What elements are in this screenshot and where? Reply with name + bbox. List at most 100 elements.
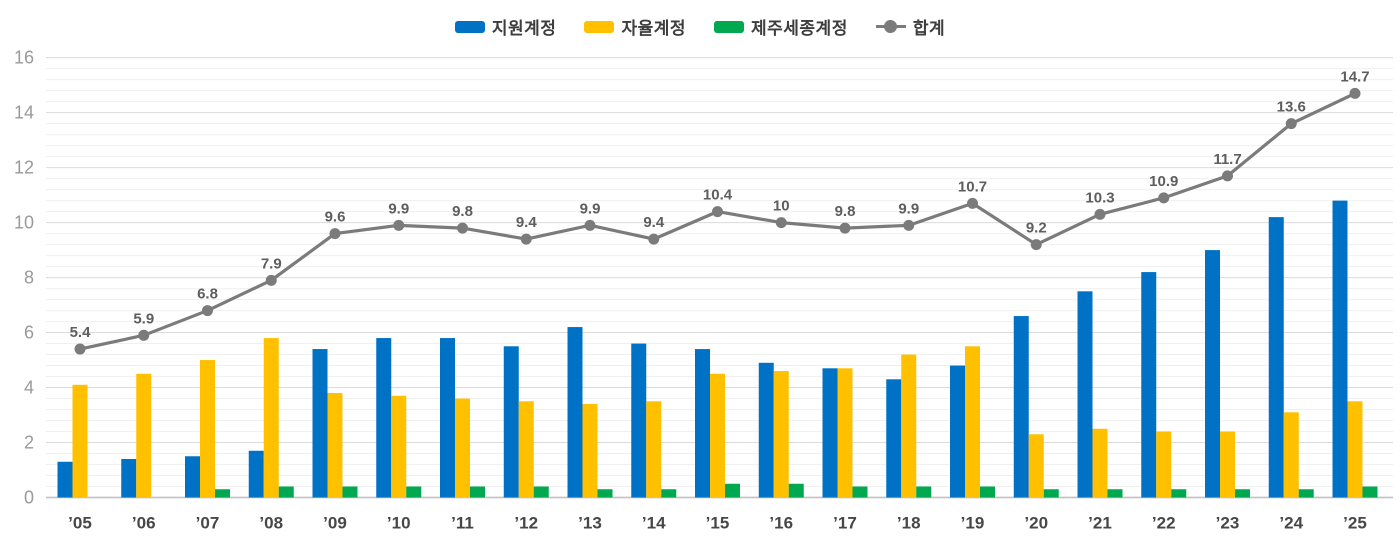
bar-jeju-sejong-account-15 bbox=[725, 483, 740, 498]
bar-autonomous-account-17 bbox=[837, 368, 853, 498]
legend-swatch-support-account bbox=[454, 20, 485, 33]
bar-autonomous-account-12 bbox=[518, 401, 534, 498]
bar-jeju-sejong-account-10 bbox=[406, 486, 422, 498]
total-point-25 bbox=[1349, 87, 1361, 99]
total-point-19 bbox=[967, 197, 978, 209]
total-point-13 bbox=[584, 219, 596, 231]
legend-swatch-autonomous-account bbox=[584, 20, 615, 33]
total-point-24 bbox=[1285, 118, 1297, 130]
total-point-14 bbox=[648, 233, 660, 245]
x-axis-label-05: ’05 bbox=[68, 514, 92, 533]
total-value-label-07: 6.8 bbox=[197, 286, 218, 303]
bar-support-account-12 bbox=[503, 346, 519, 498]
bar-jeju-sejong-account-12 bbox=[533, 486, 549, 498]
x-axis-label-07: ’07 bbox=[196, 514, 220, 533]
bar-autonomous-account-18 bbox=[901, 354, 917, 498]
bar-support-account-16 bbox=[758, 362, 774, 498]
total-value-label-06: 5.9 bbox=[133, 310, 154, 327]
y-axis-tick-label: 4 bbox=[24, 378, 34, 398]
x-axis-label-22: ’22 bbox=[1152, 514, 1176, 533]
bar-jeju-sejong-account-14 bbox=[661, 489, 677, 498]
legend-item-autonomous-account: 자율계정 bbox=[584, 14, 686, 39]
bar-support-account-22 bbox=[1141, 272, 1157, 498]
total-value-label-19: 10.7 bbox=[958, 178, 987, 195]
total-point-18 bbox=[903, 219, 915, 231]
legend-swatch-jeju-sejong-account bbox=[714, 20, 744, 33]
x-axis-label-12: ’12 bbox=[514, 514, 538, 533]
bar-autonomous-account-16 bbox=[773, 371, 789, 498]
legend-item-jeju-sejong-account: 제주세종계정 bbox=[714, 14, 848, 39]
bar-support-account-17 bbox=[822, 368, 838, 498]
x-axis-label-19: ’19 bbox=[961, 514, 985, 533]
total-point-21 bbox=[1094, 208, 1106, 220]
legend-label-jeju-sejong-account: 제주세종계정 bbox=[751, 19, 848, 38]
bar-autonomous-account-09 bbox=[327, 393, 343, 498]
total-value-label-12: 9.4 bbox=[516, 214, 538, 231]
total-point-12 bbox=[520, 233, 532, 245]
bar-jeju-sejong-account-11 bbox=[470, 486, 485, 498]
bar-autonomous-account-22 bbox=[1156, 431, 1172, 498]
bar-jeju-sejong-account-16 bbox=[788, 483, 804, 498]
x-axis-label-10: ’10 bbox=[387, 514, 411, 533]
total-value-label-15: 10.4 bbox=[703, 187, 733, 204]
bar-support-account-13 bbox=[567, 327, 583, 498]
total-point-10 bbox=[393, 219, 405, 231]
total-point-15 bbox=[712, 206, 723, 218]
bar-support-account-09 bbox=[312, 349, 328, 498]
y-axis-tick-label: 14 bbox=[14, 103, 34, 123]
x-axis-label-23: ’23 bbox=[1216, 514, 1240, 533]
x-axis-label-17: ’17 bbox=[833, 514, 857, 533]
x-axis-label-09: ’09 bbox=[323, 514, 347, 533]
y-axis-tick-label: 6 bbox=[24, 323, 34, 343]
total-value-label-11: 9.8 bbox=[452, 203, 473, 220]
legend-label-autonomous-account: 자율계정 bbox=[621, 19, 686, 38]
bar-support-account-20 bbox=[1013, 316, 1029, 498]
bar-support-account-08 bbox=[248, 450, 264, 498]
y-axis-tick-label: 8 bbox=[24, 268, 34, 288]
bar-autonomous-account-13 bbox=[582, 404, 598, 498]
total-value-label-10: 9.9 bbox=[388, 200, 409, 217]
bar-support-account-25 bbox=[1332, 200, 1348, 498]
legend-total-dot-icon bbox=[884, 20, 898, 33]
total-value-label-21: 10.3 bbox=[1085, 189, 1114, 206]
total-value-label-09: 9.6 bbox=[325, 209, 346, 226]
y-axis-tick-label: 2 bbox=[24, 433, 34, 453]
bar-support-account-10 bbox=[376, 338, 392, 498]
total-value-label-16: 10 bbox=[773, 198, 790, 215]
bar-autonomous-account-05 bbox=[72, 384, 88, 498]
legend-label-total: 합계 bbox=[912, 19, 946, 38]
x-axis-label-08: ’08 bbox=[259, 514, 283, 533]
total-value-label-17: 9.8 bbox=[835, 203, 856, 220]
total-point-16 bbox=[775, 217, 787, 229]
total-point-17 bbox=[839, 222, 851, 234]
bar-autonomous-account-23 bbox=[1220, 431, 1235, 498]
y-axis-tick-label: 10 bbox=[14, 213, 34, 233]
total-point-09 bbox=[329, 228, 341, 240]
total-point-05 bbox=[74, 343, 86, 355]
bar-autonomous-account-07 bbox=[200, 360, 215, 498]
bar-jeju-sejong-account-23 bbox=[1235, 489, 1250, 498]
x-axis-label-11: ’11 bbox=[451, 514, 474, 533]
x-axis-label-25: ’25 bbox=[1343, 514, 1367, 533]
bar-jeju-sejong-account-21 bbox=[1107, 489, 1123, 498]
total-point-22 bbox=[1158, 192, 1170, 204]
bar-autonomous-account-14 bbox=[646, 401, 662, 498]
x-axis-label-24: ’24 bbox=[1279, 514, 1303, 533]
x-axis-label-21: ’21 bbox=[1088, 514, 1112, 533]
total-value-label-24: 13.6 bbox=[1277, 99, 1306, 116]
total-value-label-25: 14.7 bbox=[1340, 68, 1369, 85]
bar-support-account-19 bbox=[950, 365, 965, 498]
total-value-label-08: 7.9 bbox=[261, 255, 282, 272]
bar-support-account-05 bbox=[57, 461, 73, 498]
bar-autonomous-account-10 bbox=[391, 395, 407, 498]
bar-autonomous-account-20 bbox=[1028, 434, 1044, 498]
x-axis-label-16: ’16 bbox=[769, 514, 793, 533]
total-value-label-05: 5.4 bbox=[70, 324, 92, 341]
bar-autonomous-account-21 bbox=[1092, 428, 1108, 498]
legend-item-total: 합계 bbox=[875, 14, 946, 39]
total-point-20 bbox=[1030, 239, 1042, 251]
bar-support-account-18 bbox=[886, 379, 902, 498]
bar-jeju-sejong-account-07 bbox=[215, 489, 230, 498]
